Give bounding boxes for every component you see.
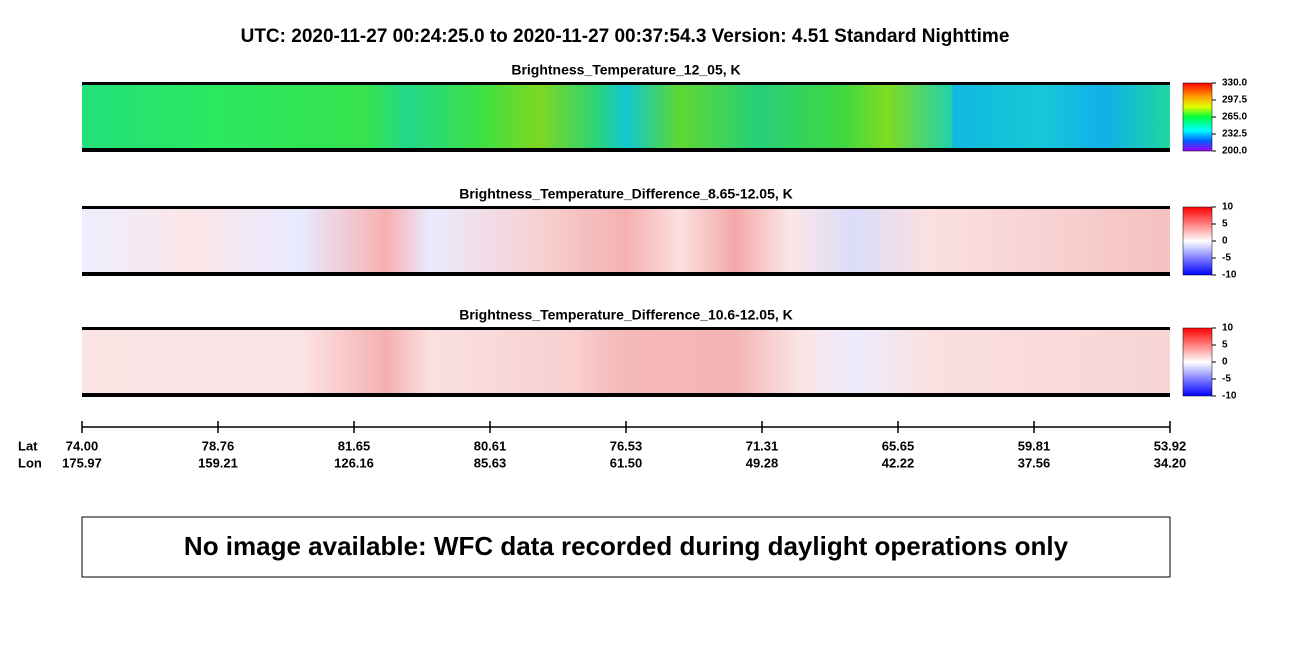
colorbar	[1182, 206, 1213, 276]
lat-value: 80.61	[474, 438, 507, 453]
colorbar	[1182, 327, 1213, 397]
lon-value: 42.22	[882, 455, 915, 470]
colorbar	[1182, 82, 1213, 152]
colorbar-label: 5	[1222, 340, 1228, 351]
lon-value: 37.56	[1018, 455, 1051, 470]
lon-value: 34.20	[1154, 455, 1187, 470]
lon-label: Lon	[18, 455, 42, 470]
border-top	[82, 206, 1170, 209]
border-top	[82, 82, 1170, 85]
colorbar-label: -10	[1222, 270, 1237, 281]
colorbar-label: 330.0	[1222, 78, 1247, 89]
panel-title: Brightness_Temperature_Difference_8.65-1…	[459, 186, 793, 202]
message-box	[81, 516, 1171, 578]
message: No image available: WFC data recorded du…	[184, 531, 1069, 561]
lat-value: 81.65	[338, 438, 371, 453]
colorbar-label: 265.0	[1222, 112, 1247, 123]
lon-value: 49.28	[746, 455, 779, 470]
colorbar-label: -5	[1222, 253, 1231, 264]
lat-value: 65.65	[882, 438, 915, 453]
border-top	[82, 327, 1170, 330]
border-bottom	[82, 393, 1170, 397]
lon-value: 159.21	[198, 455, 238, 470]
colorbar-label: -10	[1222, 391, 1237, 402]
colorbar-label: 10	[1222, 202, 1234, 213]
colorbar-label: -5	[1222, 374, 1231, 385]
panel-title: Brightness_Temperature_12_05, K	[511, 62, 740, 78]
lat-label: Lat	[18, 438, 38, 453]
colorbar-label: 200.0	[1222, 146, 1247, 157]
panel-image	[82, 208, 1170, 274]
lon-value: 175.97	[62, 455, 102, 470]
panel-title: Brightness_Temperature_Difference_10.6-1…	[459, 307, 793, 323]
lat-value: 74.00	[66, 438, 99, 453]
border-bottom	[82, 272, 1170, 276]
panel-image	[82, 329, 1170, 395]
lat-value: 53.92	[1154, 438, 1187, 453]
colorbar-label: 297.5	[1222, 95, 1247, 106]
lat-value: 59.81	[1018, 438, 1051, 453]
panel-image	[82, 84, 1170, 150]
lat-value: 76.53	[610, 438, 643, 453]
colorbar-label: 0	[1222, 236, 1228, 247]
colorbar-label: 10	[1222, 323, 1234, 334]
colorbar-label: 0	[1222, 357, 1228, 368]
border-bottom	[82, 148, 1170, 152]
colorbar-label: 232.5	[1222, 129, 1247, 140]
page-title: UTC: 2020-11-27 00:24:25.0 to 2020-11-27…	[241, 26, 1010, 47]
colorbar-label: 5	[1222, 219, 1228, 230]
lon-value: 126.16	[334, 455, 374, 470]
lon-value: 61.50	[610, 455, 643, 470]
lat-value: 71.31	[746, 438, 779, 453]
lat-value: 78.76	[202, 438, 235, 453]
lon-value: 85.63	[474, 455, 507, 470]
